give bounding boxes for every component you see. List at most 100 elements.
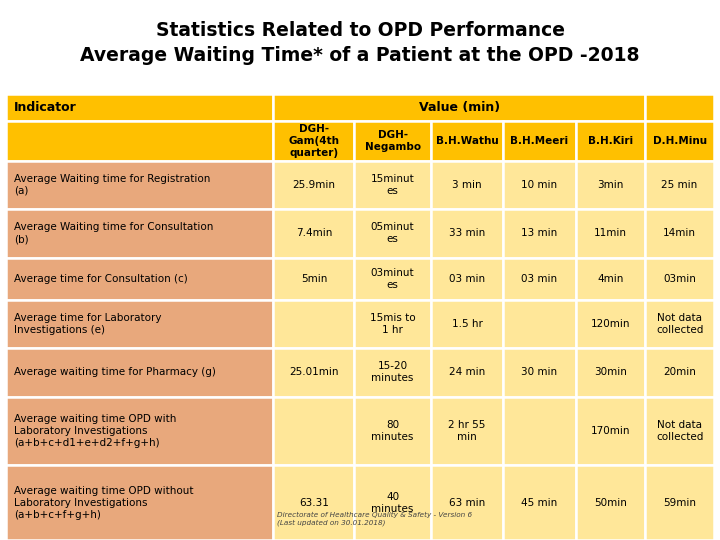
Text: 4min: 4min	[597, 274, 624, 284]
Text: 7.4min: 7.4min	[296, 228, 332, 239]
Text: D.H.Minu: D.H.Minu	[652, 136, 706, 146]
Text: Average Waiting time for Registration
(a): Average Waiting time for Registration (a…	[14, 174, 211, 196]
Text: 30 min: 30 min	[521, 367, 557, 377]
Bar	[503, 121, 576, 161]
Bar	[576, 209, 645, 258]
Text: 03 min: 03 min	[521, 274, 557, 284]
Bar	[503, 300, 576, 348]
Text: 25.01min: 25.01min	[289, 367, 338, 377]
Bar	[431, 258, 503, 300]
Bar	[354, 348, 431, 397]
Text: 03minut
es: 03minut es	[371, 268, 415, 289]
Bar	[6, 209, 274, 258]
Bar	[645, 258, 714, 300]
Bar	[645, 348, 714, 397]
Text: 20min: 20min	[663, 367, 696, 377]
Text: B.H.Meeri: B.H.Meeri	[510, 136, 569, 146]
Text: 63.31: 63.31	[299, 497, 329, 508]
Text: Directorate of Healthcare Quality & Safety - Version 6
(Last updated on 30.01.20: Directorate of Healthcare Quality & Safe…	[277, 512, 472, 526]
Text: 170min: 170min	[590, 426, 630, 436]
Bar	[431, 397, 503, 465]
Text: 24 min: 24 min	[449, 367, 485, 377]
Text: Not data
collected: Not data collected	[656, 313, 703, 335]
Bar	[6, 300, 274, 348]
Text: 03 min: 03 min	[449, 274, 485, 284]
Bar	[431, 300, 503, 348]
Bar	[576, 300, 645, 348]
Bar	[431, 121, 503, 161]
Text: Statistics Related to OPD Performance
Average Waiting Time* of a Patient at the : Statistics Related to OPD Performance Av…	[80, 21, 640, 64]
Text: 11min: 11min	[594, 228, 627, 239]
Bar	[645, 397, 714, 465]
Bar	[645, 300, 714, 348]
Text: DGH-
Negambo: DGH- Negambo	[364, 130, 420, 152]
Text: 40
minutes: 40 minutes	[372, 491, 414, 514]
Text: 10 min: 10 min	[521, 180, 557, 190]
Bar	[274, 300, 354, 348]
Text: Not data
collected: Not data collected	[656, 420, 703, 442]
Bar	[503, 465, 576, 540]
Bar	[431, 209, 503, 258]
Bar	[503, 397, 576, 465]
Text: 50min: 50min	[594, 497, 627, 508]
Bar	[274, 209, 354, 258]
Bar	[645, 161, 714, 209]
Text: 3min: 3min	[597, 180, 624, 190]
Text: 1.5 hr: 1.5 hr	[451, 319, 482, 329]
Text: 30min: 30min	[594, 367, 627, 377]
Bar	[274, 94, 645, 121]
Bar	[576, 121, 645, 161]
Bar	[576, 258, 645, 300]
Text: 15minut
es: 15minut es	[371, 174, 415, 196]
Text: 120min: 120min	[590, 319, 630, 329]
Text: 45 min: 45 min	[521, 497, 557, 508]
Text: 59min: 59min	[663, 497, 696, 508]
Bar	[645, 465, 714, 540]
Text: 05minut
es: 05minut es	[371, 222, 415, 245]
Bar	[431, 465, 503, 540]
Bar	[6, 465, 274, 540]
Text: 15mis to
1 hr: 15mis to 1 hr	[370, 313, 415, 335]
Bar	[503, 348, 576, 397]
Text: 33 min: 33 min	[449, 228, 485, 239]
Bar	[274, 397, 354, 465]
Bar	[645, 94, 714, 121]
Bar	[576, 348, 645, 397]
Text: 2 hr 55
min: 2 hr 55 min	[449, 420, 486, 442]
Bar	[431, 348, 503, 397]
Text: B.H.Kiri: B.H.Kiri	[588, 136, 633, 146]
Bar	[576, 465, 645, 540]
Text: 03min: 03min	[663, 274, 696, 284]
Bar	[274, 161, 354, 209]
Bar	[6, 348, 274, 397]
Text: Average Waiting time for Consultation
(b): Average Waiting time for Consultation (b…	[14, 222, 214, 245]
Bar	[274, 348, 354, 397]
Text: 25 min: 25 min	[662, 180, 698, 190]
Text: 63 min: 63 min	[449, 497, 485, 508]
Text: Average waiting time OPD without
Laboratory Investigations
(a+b+c+f+g+h): Average waiting time OPD without Laborat…	[14, 485, 194, 519]
Text: Average time for Consultation (c): Average time for Consultation (c)	[14, 274, 188, 284]
Text: DGH-
Gam(4th
quarter): DGH- Gam(4th quarter)	[289, 124, 339, 158]
Text: 25.9min: 25.9min	[292, 180, 336, 190]
Bar	[354, 300, 431, 348]
Bar	[6, 121, 274, 161]
Text: 13 min: 13 min	[521, 228, 557, 239]
Bar	[503, 161, 576, 209]
Bar	[503, 209, 576, 258]
Text: Average waiting time for Pharmacy (g): Average waiting time for Pharmacy (g)	[14, 367, 216, 377]
Bar	[274, 465, 354, 540]
Text: 5min: 5min	[301, 274, 327, 284]
Bar	[6, 161, 274, 209]
Bar	[274, 121, 354, 161]
Bar	[354, 161, 431, 209]
Bar	[645, 209, 714, 258]
Bar	[354, 258, 431, 300]
Text: B.H.Wathu: B.H.Wathu	[436, 136, 498, 146]
Bar	[274, 258, 354, 300]
Bar	[6, 397, 274, 465]
Text: 15-20
minutes: 15-20 minutes	[372, 361, 414, 383]
Bar	[576, 161, 645, 209]
Bar	[6, 258, 274, 300]
Text: Value (min): Value (min)	[418, 101, 500, 114]
Bar	[431, 161, 503, 209]
